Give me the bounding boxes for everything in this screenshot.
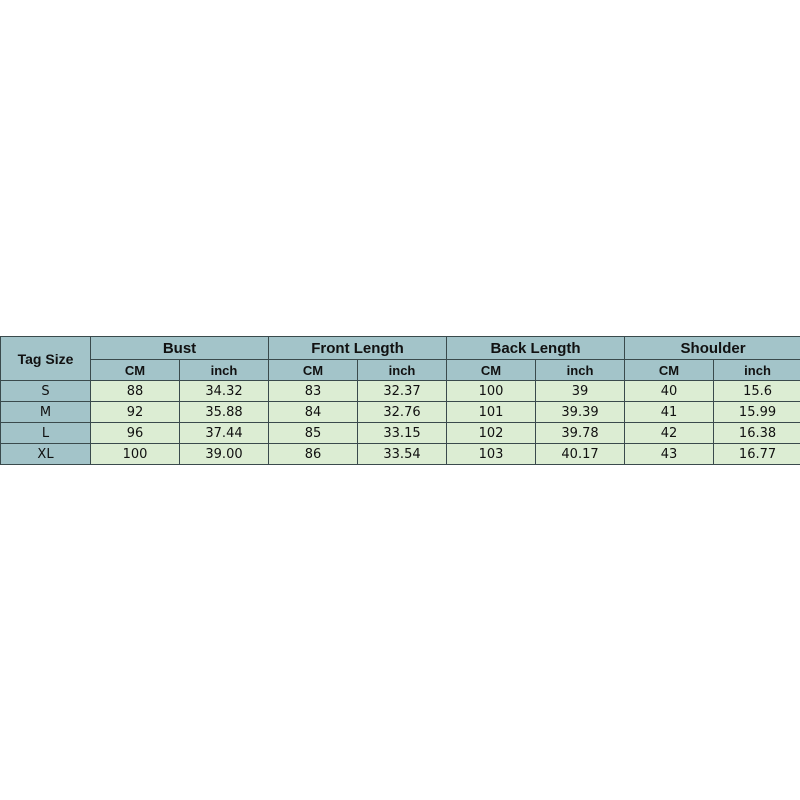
unit-header-cm: CM [268,359,358,381]
shoulder-header: Shoulder [624,336,800,360]
value-cell: 39.78 [535,422,626,444]
value-cell: 83 [268,380,358,402]
unit-header-cm: CM [446,359,537,381]
value-cell: 39 [535,380,626,402]
value-cell: 92 [90,401,180,423]
value-cell: 32.37 [356,380,448,402]
value-cell: 102 [446,422,537,444]
front-length-header: Front Length [267,336,448,360]
value-cell: 40.17 [535,443,626,465]
value-cell: 86 [268,443,358,465]
value-cell: 39.00 [179,443,269,465]
value-cell: 101 [446,401,537,423]
value-cell: 33.15 [356,422,448,444]
size-cell: M [0,401,91,423]
table-row: S 88 34.32 83 32.37 100 39 40 15.6 [0,380,800,402]
size-cell: S [0,380,91,402]
value-cell: 37.44 [179,422,269,444]
value-cell: 85 [268,422,358,444]
bust-header: Bust [90,336,269,360]
size-cell: L [0,422,91,444]
value-cell: 88 [90,380,180,402]
header-row-units: CM inch CM inch CM inch CM inch [1,359,800,381]
table-row: L 96 37.44 85 33.15 102 39.78 42 16.38 [0,422,800,444]
value-cell: 15.99 [713,401,800,423]
unit-header-inch: inch [713,359,800,381]
value-cell: 100 [446,380,537,402]
unit-header-inch: inch [356,359,448,381]
value-cell: 15.6 [713,380,800,402]
unit-header-inch: inch [179,359,269,381]
value-cell: 84 [268,401,358,423]
tag-size-header: Tag Size [0,336,91,381]
value-cell: 34.32 [179,380,269,402]
value-cell: 33.54 [356,443,448,465]
value-cell: 41 [624,401,715,423]
value-cell: 42 [624,422,715,444]
value-cell: 16.77 [713,443,800,465]
value-cell: 100 [90,443,180,465]
value-cell: 35.88 [179,401,269,423]
unit-header-cm: CM [624,359,715,381]
unit-header-inch: inch [535,359,626,381]
table-row: XL 100 39.00 86 33.54 103 40.17 43 16.77 [0,443,800,465]
value-cell: 16.38 [713,422,800,444]
unit-header-cm: CM [90,359,180,381]
value-cell: 39.39 [535,401,626,423]
header-row-groups: Tag Size Bust Front Length Back Length S… [0,336,800,381]
value-cell: 103 [446,443,537,465]
value-cell: 96 [90,422,180,444]
size-cell: XL [0,443,91,465]
value-cell: 32.76 [356,401,448,423]
table-row: M 92 35.88 84 32.76 101 39.39 41 15.99 [0,401,800,423]
value-cell: 43 [624,443,715,465]
back-length-header: Back Length [446,336,626,360]
value-cell: 40 [624,380,715,402]
size-chart-table: Tag Size Bust Front Length Back Length S… [0,336,800,465]
